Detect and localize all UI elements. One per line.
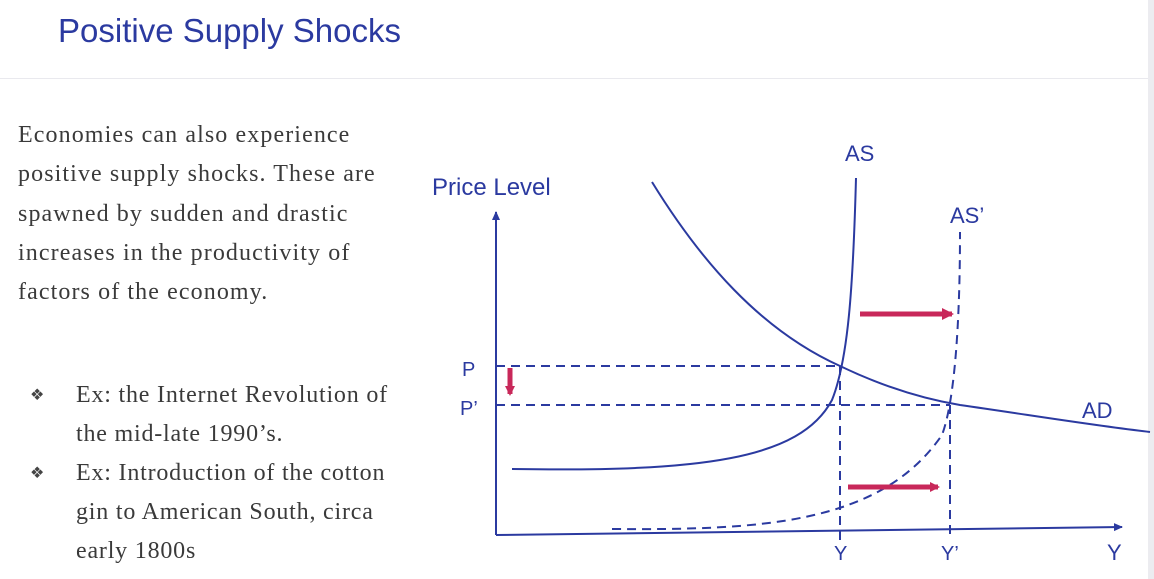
price-p-label: P [462,359,475,381]
as-label: AS [845,141,874,166]
title-divider [0,78,1154,79]
as-curve [511,177,857,471]
ad-label: AD [1082,398,1113,423]
output-y-label: Y [834,543,847,565]
diamond-bullet-icon: ❖ [30,387,45,404]
diamond-bullet-icon: ❖ [30,465,45,482]
right-edge-border [1148,0,1154,579]
bullet-list: ❖ Ex: the Internet Revolution of the mid… [30,376,420,571]
as-shifted-label: AS’ [950,203,984,228]
body-paragraph: Economies can also experience positive s… [18,122,376,306]
as-shifted-curve [611,231,961,531]
ad-curve [651,181,1151,433]
bullet-text: Ex: the Internet Revolution of the mid-l… [76,382,388,447]
slide-title: Positive Supply Shocks [58,12,402,49]
bullet-text: Ex: Introduction of the cotton gin to Am… [76,460,386,564]
y-axis-label: Price Level [432,174,551,201]
x-axis-label: Y [1107,540,1122,565]
bullet-item: ❖ Ex: Introduction of the cotton gin to … [30,454,420,571]
price-p-new-label: P’ [460,398,478,420]
output-y-new-label: Y’ [941,543,959,565]
x-axis [495,523,1123,536]
bullet-item: ❖ Ex: the Internet Revolution of the mid… [30,376,420,454]
